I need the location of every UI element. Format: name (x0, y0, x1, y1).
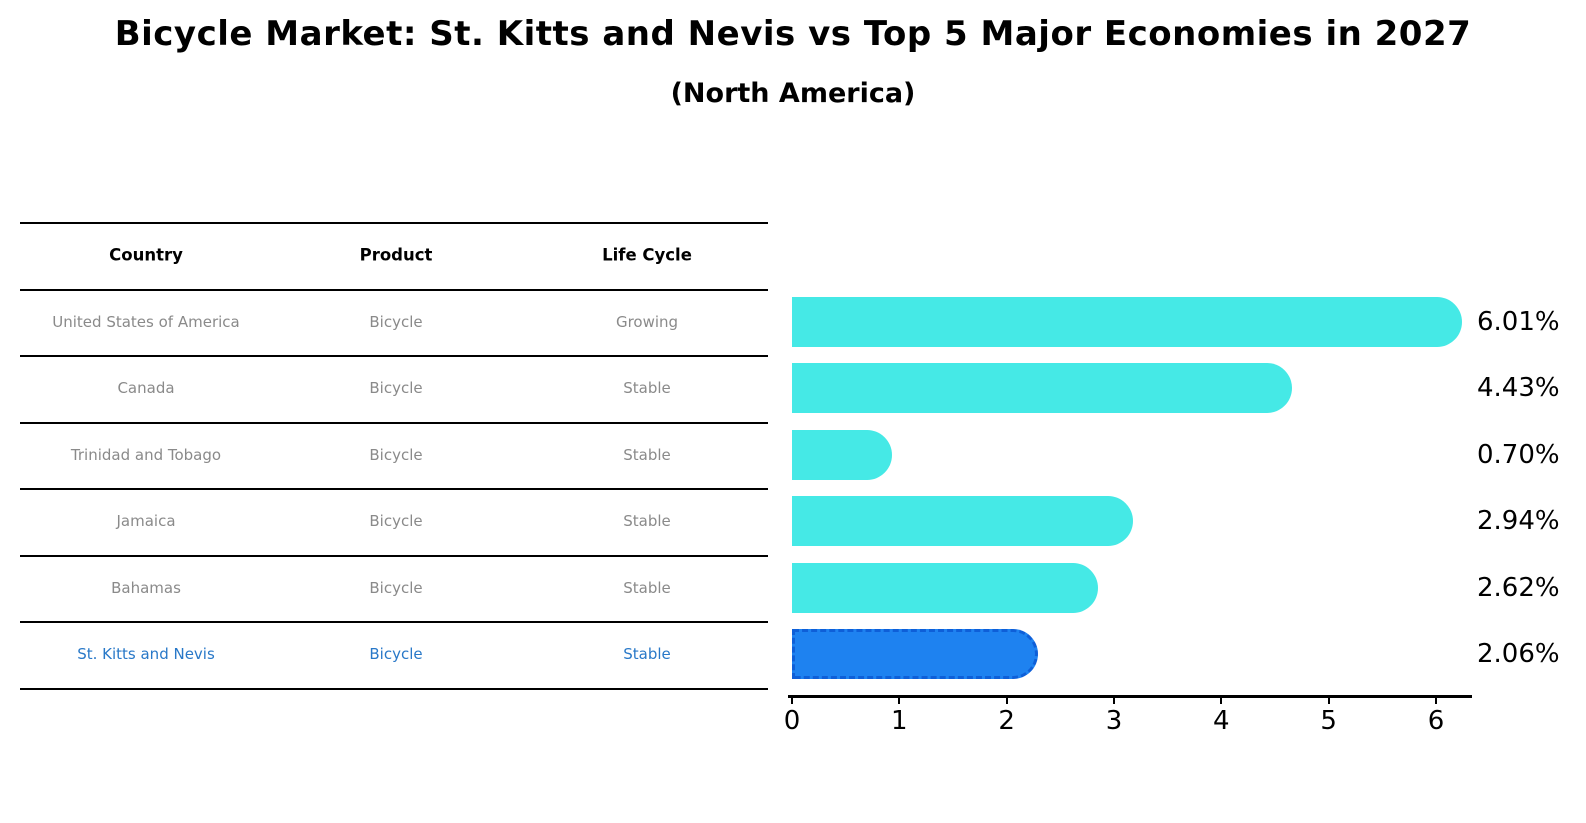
bar (792, 562, 1099, 613)
cell-life-cycle: Stable (623, 645, 671, 664)
cell-country: Bahamas (111, 578, 181, 597)
table-rule (20, 621, 768, 623)
cell-life-cycle: Stable (623, 578, 671, 597)
table-rule (20, 421, 768, 424)
cell-product: Bicycle (369, 445, 423, 464)
cell-country: Trinidad and Tobago (70, 445, 222, 464)
cell-product: Bicycle (369, 645, 423, 664)
bar (792, 496, 1133, 547)
table-rule (20, 687, 768, 690)
column-header-product: Product (359, 245, 433, 265)
x-tick-mark (1220, 695, 1223, 704)
bar (792, 429, 893, 480)
x-tick-mark (898, 695, 901, 704)
cell-country: St. Kitts and Nevis (77, 645, 215, 664)
table-rule (20, 554, 768, 557)
bar (792, 363, 1293, 414)
bar-value-label: 4.43% (1477, 373, 1560, 404)
page-title: Bicycle Market: St. Kitts and Nevis vs T… (114, 14, 1472, 54)
x-tick-label: 6 (1427, 706, 1445, 736)
cell-life-cycle: Growing (615, 312, 679, 331)
x-tick-mark (1327, 695, 1330, 704)
x-tick-mark (1112, 695, 1115, 704)
cell-country: United States of America (52, 312, 240, 331)
x-tick-label: 4 (1213, 706, 1230, 736)
bar-value-label: 2.94% (1477, 506, 1560, 537)
bar-value-label: 2.62% (1477, 572, 1560, 603)
table-rule (20, 355, 768, 357)
table-rule (20, 222, 768, 224)
cell-product: Bicycle (369, 379, 423, 398)
x-tick-mark (791, 695, 793, 704)
cell-country: Jamaica (116, 512, 176, 531)
table-rule (20, 488, 768, 490)
x-tick-label: 5 (1320, 706, 1337, 736)
column-header-life-cycle: Life Cycle (602, 245, 692, 265)
bar (792, 296, 1463, 347)
cell-country: Canada (117, 379, 175, 398)
column-header-country: Country (109, 245, 183, 265)
cell-life-cycle: Stable (623, 512, 671, 531)
page-subtitle: (North America) (670, 78, 916, 109)
x-tick-label: 1 (891, 706, 908, 736)
x-tick-label: 3 (1105, 706, 1123, 736)
x-tick-label: 0 (783, 706, 801, 736)
x-tick-mark (1005, 695, 1008, 704)
bar-highlight (792, 629, 1039, 680)
x-axis-line (788, 695, 1472, 698)
bar-value-label: 6.01% (1477, 306, 1560, 337)
bar-value-label: 0.70% (1477, 439, 1560, 470)
x-tick-label: 2 (998, 706, 1015, 736)
bar-value-label: 2.06% (1477, 639, 1560, 670)
x-tick-mark (1434, 695, 1437, 704)
cell-product: Bicycle (369, 512, 423, 531)
cell-product: Bicycle (369, 312, 423, 331)
cell-product: Bicycle (369, 578, 423, 597)
cell-life-cycle: Stable (623, 445, 671, 464)
cell-life-cycle: Stable (623, 379, 671, 398)
table-rule (20, 288, 768, 291)
